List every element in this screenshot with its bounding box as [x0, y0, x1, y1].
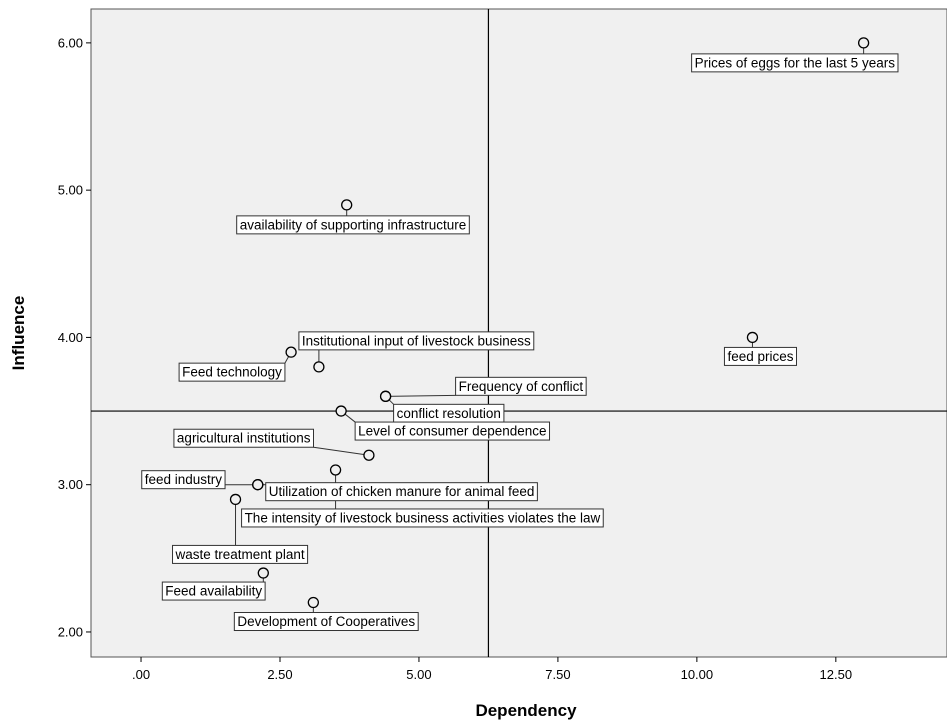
data-point [746, 331, 759, 344]
y-axis-title: Influence [9, 296, 28, 371]
point-label-box [173, 428, 315, 448]
point-label-feed-prices: feed prices [723, 346, 798, 366]
point-label-box [233, 612, 419, 632]
point-label-development-of-cooperatives: Development of Cooperatives [233, 612, 419, 632]
point-label-box [172, 544, 309, 564]
data-point [252, 479, 264, 491]
x-tick-label: 2.50 [267, 667, 292, 682]
point-label-agricultural-institutions: agricultural institutions [173, 428, 315, 448]
point-label-box [178, 362, 286, 382]
point-label-availability-of-supporting-infrastructure: availability of supporting infrastructur… [236, 215, 470, 235]
data-point [363, 449, 375, 461]
data-point [229, 493, 242, 506]
data-point [285, 346, 297, 358]
data-point [329, 464, 342, 476]
point-label-text: conflict resolution [397, 406, 501, 421]
data-point [341, 199, 353, 211]
point-label-waste-treatment-plant: waste treatment plant [172, 544, 309, 564]
point-label-box [265, 482, 538, 502]
point-label-text: waste treatment plant [175, 547, 305, 562]
point-label-text: The intensity of livestock business acti… [245, 510, 601, 525]
point-connector [385, 394, 456, 397]
y-tick-label: 6.00 [58, 35, 83, 50]
point-label-text: feed industry [145, 472, 223, 487]
y-tick-label: 2.00 [58, 624, 83, 639]
point-connector [313, 446, 369, 456]
point-label-box [298, 331, 535, 351]
point-label-text: availability of supporting infrastructur… [240, 217, 467, 232]
data-point [335, 405, 347, 417]
point-label-text: Feed availability [165, 584, 262, 599]
point-label-box [455, 376, 587, 396]
point-label-utilization-of-chicken-manure-for-animal-feed: Utilization of chicken manure for animal… [265, 482, 538, 502]
point-label-box [691, 53, 899, 73]
data-point [307, 596, 319, 609]
y-tick-label: 5.00 [58, 183, 83, 198]
x-tick-label: 12.50 [820, 667, 853, 682]
point-label-prices-of-eggs-for-the-last-5-years: Prices of eggs for the last 5 years [691, 53, 899, 73]
point-label-box [161, 581, 266, 601]
point-label-feed-availability: Feed availability [161, 581, 266, 601]
point-label-level-of-consumer-dependence: Level of consumer dependence [354, 421, 551, 441]
point-label-text: Feed technology [182, 365, 282, 380]
point-label-frequency-of-conflict: Frequency of conflict [455, 376, 587, 396]
point-label-text: Frequency of conflict [459, 379, 584, 394]
point-label-box [241, 508, 604, 528]
data-point [257, 567, 269, 579]
point-label-text: Development of Cooperatives [237, 614, 415, 629]
point-label-text: Level of consumer dependence [358, 424, 546, 439]
point-label-the-intensity-of-livestock-business-activities-violates-the-law: The intensity of livestock business acti… [241, 508, 604, 528]
data-point [313, 361, 325, 373]
data-point [857, 37, 870, 49]
point-label-feed-industry: feed industry [141, 470, 226, 490]
point-label-text: feed prices [727, 349, 793, 364]
y-tick-label: 4.00 [58, 330, 83, 345]
x-tick-label: 5.00 [406, 667, 431, 682]
point-label-text: Institutional input of livestock busines… [302, 333, 531, 348]
point-label-conflict-resolution: conflict resolution [393, 403, 505, 423]
x-tick-label: 10.00 [681, 667, 714, 682]
point-label-box [236, 215, 470, 235]
point-label-text: Utilization of chicken manure for animal… [269, 484, 535, 499]
x-axis-title: Dependency [475, 701, 577, 720]
point-label-box [141, 470, 226, 490]
point-label-box [354, 421, 551, 441]
point-label-box [723, 346, 798, 366]
x-tick-label: 7.50 [545, 667, 570, 682]
point-label-feed-technology: Feed technology [178, 362, 286, 382]
x-tick-label: .00 [132, 667, 150, 682]
point-label-text: Prices of eggs for the last 5 years [695, 55, 896, 70]
point-label-text: agricultural institutions [177, 431, 311, 446]
data-point [379, 390, 392, 402]
point-label-institutional-input-of-livestock-business: Institutional input of livestock busines… [298, 331, 535, 351]
y-tick-label: 3.00 [58, 477, 83, 492]
